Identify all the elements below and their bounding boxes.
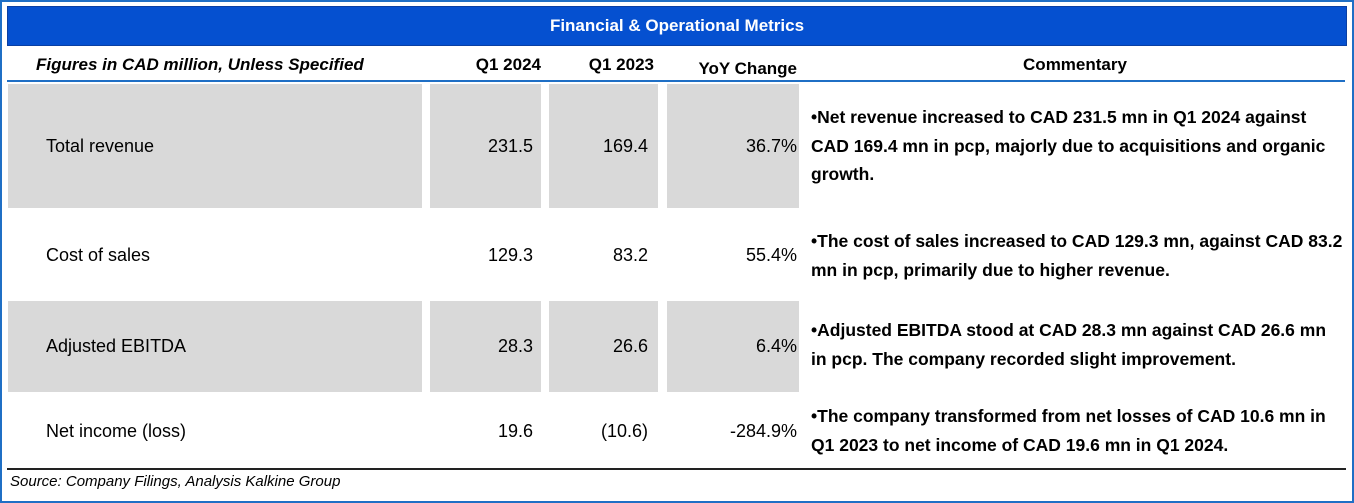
cell-total-revenue-q1-2024: 231.5 bbox=[430, 84, 541, 208]
column-header-yoy-change: YoY Change bbox=[698, 59, 797, 78]
cell-cost-of-sales-q1-2024: 129.3 bbox=[487, 244, 533, 265]
header-divider bbox=[7, 80, 1345, 82]
column-header-commentary: Commentary bbox=[1023, 55, 1127, 74]
cell-adjusted-ebitda-q1-2023: 26.6 bbox=[549, 301, 658, 392]
cell-cost-of-sales-yoy: 55.4% bbox=[745, 244, 797, 265]
commentary-total-revenue: •Net revenue increased to CAD 231.5 mn i… bbox=[811, 107, 1326, 184]
commentary-adjusted-ebitda: •Adjusted EBITDA stood at CAD 28.3 mn ag… bbox=[811, 320, 1327, 369]
cell-adjusted-ebitda-q1-2024: 28.3 bbox=[430, 301, 541, 392]
cell-total-revenue-q1-2023: 169.4 bbox=[549, 84, 658, 208]
figures-unit-label: Figures in CAD million, Unless Specified bbox=[36, 55, 364, 74]
cell-net-income-q1-2023: (10.6) bbox=[600, 420, 648, 441]
cell-net-income-yoy: -284.9% bbox=[729, 420, 797, 441]
commentary-cost-of-sales: •The cost of sales increased to CAD 129.… bbox=[811, 231, 1343, 280]
table-title: Financial & Operational Metrics bbox=[7, 6, 1347, 46]
row-label-total-revenue: Total revenue bbox=[8, 84, 422, 208]
cell-cost-of-sales-q1-2023: 83.2 bbox=[612, 244, 648, 265]
column-header-q1-2023: Q1 2023 bbox=[588, 55, 654, 74]
table-bottom-divider bbox=[7, 468, 1346, 470]
source-note: Source: Company Filings, Analysis Kalkin… bbox=[10, 473, 341, 490]
commentary-net-income: •The company transformed from net losses… bbox=[811, 406, 1326, 455]
cell-total-revenue-yoy: 36.7% bbox=[667, 84, 799, 208]
cell-net-income-q1-2024: 19.6 bbox=[497, 420, 533, 441]
column-header-q1-2024: Q1 2024 bbox=[475, 55, 541, 74]
cell-adjusted-ebitda-yoy: 6.4% bbox=[667, 301, 799, 392]
row-label-adjusted-ebitda: Adjusted EBITDA bbox=[8, 301, 422, 392]
row-label-net-income: Net income (loss) bbox=[46, 420, 187, 441]
row-label-cost-of-sales: Cost of sales bbox=[46, 244, 151, 265]
